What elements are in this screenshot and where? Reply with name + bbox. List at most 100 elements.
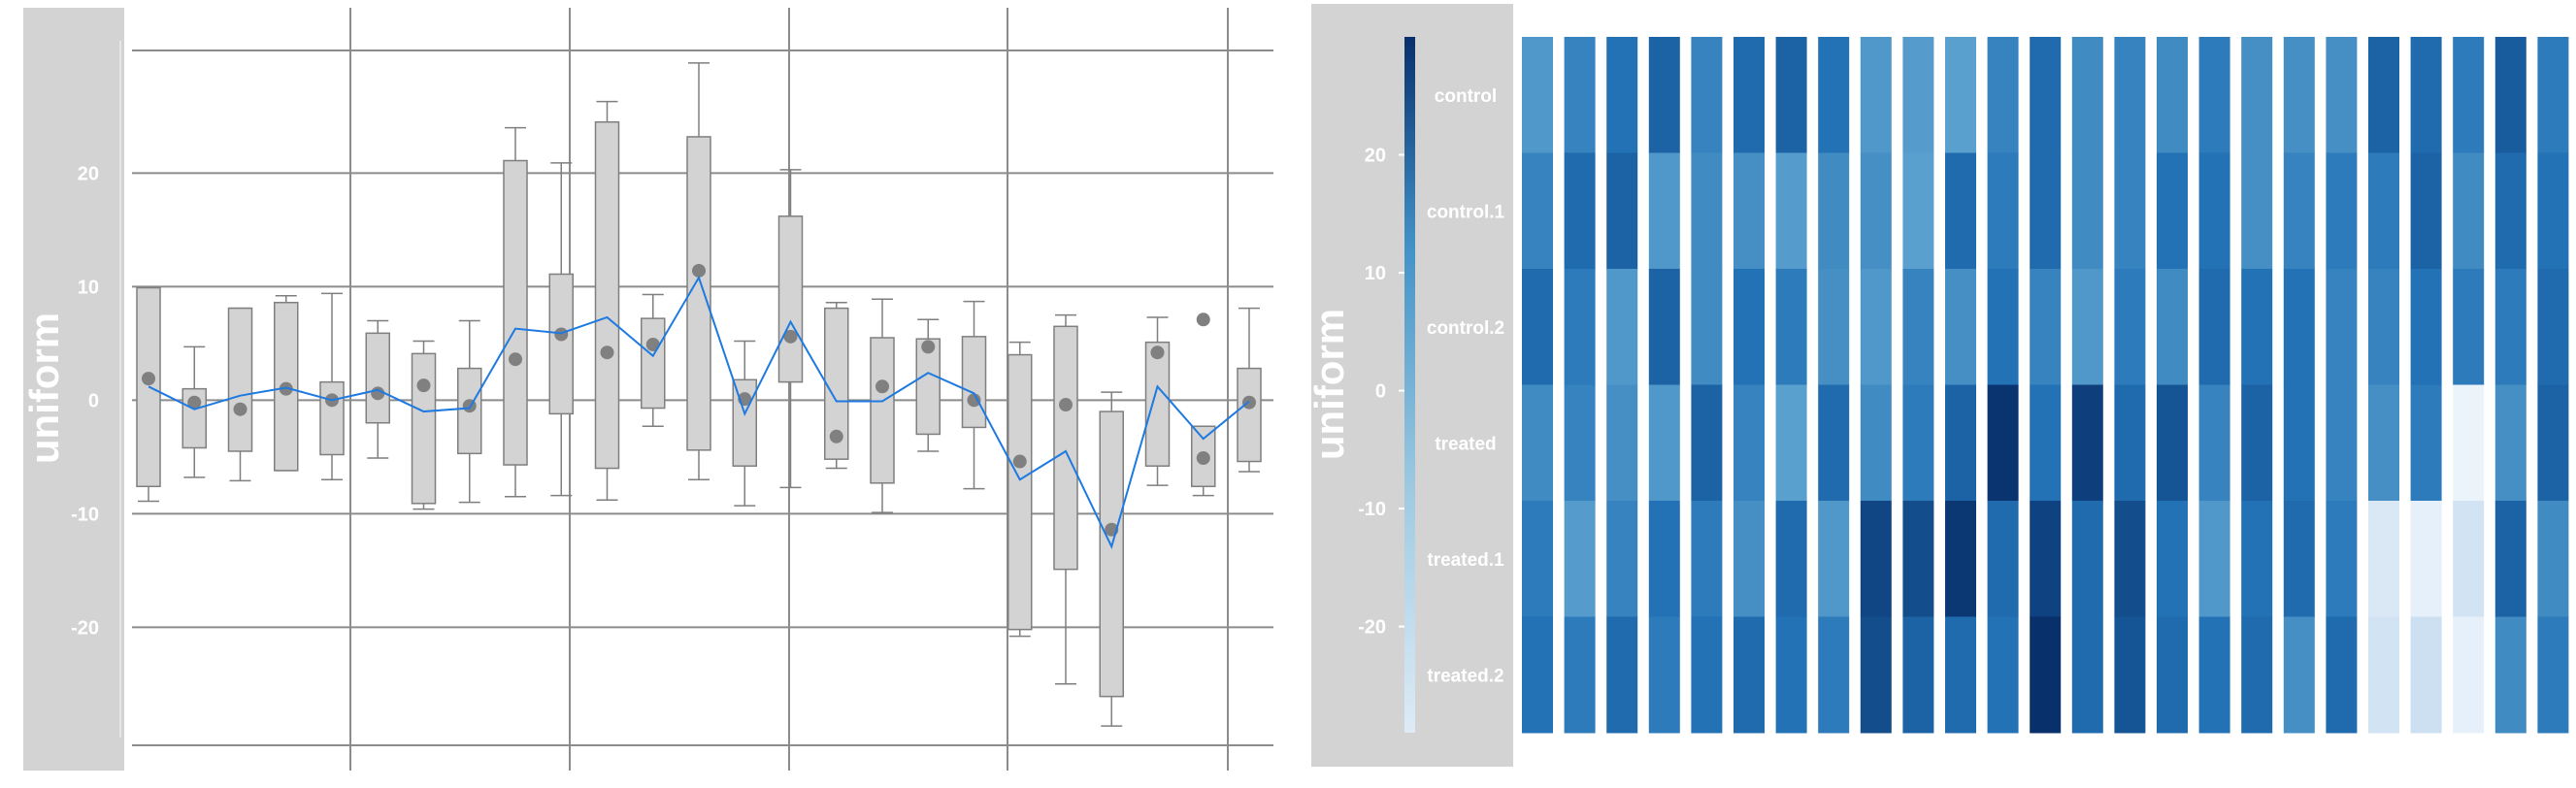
heatmap-cell [2368, 37, 2399, 153]
heatmap-cell [2453, 501, 2485, 617]
heatmap-cell [1775, 152, 1807, 270]
heatmap-cell [2071, 616, 2103, 734]
mean-point [1012, 454, 1027, 469]
heatmap-cell [1818, 152, 1850, 270]
heatmap-cell [2494, 152, 2526, 270]
heatmap-cell [2453, 37, 2485, 153]
box [503, 126, 528, 498]
row-label: treated [1435, 434, 1496, 454]
outlier-point [1196, 312, 1210, 327]
heatmap-cell [2410, 616, 2442, 734]
box [548, 162, 574, 497]
heatmap-cell [1775, 269, 1807, 385]
y-tick-labels: -20 -10 0 10 20 [71, 163, 99, 639]
heatmap-cell [2410, 269, 2442, 385]
row-label: control.2 [1427, 318, 1504, 339]
mean-point [783, 329, 798, 344]
heatmap-cell [2198, 152, 2230, 270]
mean-point [1150, 345, 1165, 360]
mean-point [233, 402, 248, 416]
box [1007, 341, 1033, 638]
box-body [503, 159, 528, 466]
heatmap-cell [2030, 384, 2062, 502]
heatmap-cell [2283, 152, 2315, 270]
heatmap-cell [1564, 269, 1596, 385]
heatmap-cell [1902, 152, 1934, 270]
heatmap-cell [2071, 37, 2103, 153]
heatmap-cell [2241, 37, 2273, 153]
heatmap-cell [2114, 501, 2146, 617]
heatmap-cell [2157, 37, 2188, 153]
heatmap-cell [2537, 152, 2569, 270]
heatmap-cell [2030, 152, 2062, 270]
box-body [227, 307, 253, 452]
heatmap-cell [2453, 152, 2485, 270]
box-body [870, 337, 895, 484]
box [594, 100, 620, 502]
colorbar-tick-label: 10 [1365, 263, 1386, 284]
heatmap-cell [1734, 384, 1765, 502]
heatmap-cell [1860, 269, 1892, 385]
heatmap-cell [1648, 501, 1680, 617]
heatmap-cell [1606, 501, 1638, 617]
colorbar-tick-labels: -20 -10 0 10 20 [1358, 146, 1404, 639]
heatmap-y-axis-title: uniform [1306, 309, 1352, 460]
heatmap-cell [2453, 269, 2485, 385]
box [732, 340, 757, 507]
heatmap-cell [2537, 269, 2569, 385]
heatmap-cell [2283, 384, 2315, 502]
colorbar-tick-label: 20 [1365, 146, 1386, 167]
heatmap-cell [2368, 616, 2399, 734]
row-label: treated.1 [1427, 550, 1504, 571]
box [136, 286, 161, 503]
box-body [1144, 341, 1171, 467]
heatmap-cells [1522, 37, 2569, 734]
box [686, 62, 711, 480]
mean-point [875, 379, 889, 394]
box-body [777, 215, 804, 383]
heatmap-cell [2283, 501, 2315, 617]
series-line [148, 275, 1250, 550]
mean-point [371, 386, 385, 401]
heatmap-cell [1860, 152, 1892, 270]
heatmap-cell [1945, 269, 1976, 385]
heatmap-cell [1691, 384, 1723, 502]
box [319, 292, 345, 480]
mean-point [645, 338, 660, 352]
box [777, 169, 804, 489]
heatmap-cell [2283, 616, 2315, 734]
heatmap-cell [1902, 501, 1934, 617]
heatmap-cell [2198, 37, 2230, 153]
box-body [594, 120, 620, 470]
heatmap-cell [1818, 269, 1850, 385]
heatmap-cell [1987, 616, 2019, 734]
heatmap-cell [2326, 37, 2358, 153]
heatmap-cell [1902, 384, 1934, 502]
heatmap-cell [1818, 501, 1850, 617]
heatmap-cell [1734, 152, 1765, 270]
colorbar-tick-label: 0 [1375, 381, 1386, 403]
heatmap-cell [2326, 269, 2358, 385]
heatmap-cell [1945, 384, 1976, 502]
heatmap-cell [1564, 501, 1596, 617]
mean-point [142, 372, 155, 386]
mean-point [416, 378, 431, 393]
mean-point [1196, 451, 1210, 466]
heatmap-cell [1860, 616, 1892, 734]
box-body [1191, 425, 1216, 488]
heatmap-cell [1818, 384, 1850, 502]
heatmap-cell [2198, 501, 2230, 617]
heatmap-cell [1945, 152, 1976, 270]
heatmap-cell [1606, 269, 1638, 385]
heatmap-cell [1564, 384, 1596, 502]
heatmap-cell [2494, 37, 2526, 153]
heatmap-cell [1945, 501, 1976, 617]
y-tick-label: 10 [78, 277, 99, 298]
heatmap-cell [2368, 269, 2399, 385]
y-tick-label: 0 [88, 390, 99, 411]
y-axis-title: uniform [21, 312, 67, 464]
heatmap-cell [1691, 616, 1723, 734]
mean-point [829, 429, 843, 443]
heatmap-cell [1734, 269, 1765, 385]
row-labels: control control.1 control.2 treated treated.… [1427, 86, 1505, 687]
